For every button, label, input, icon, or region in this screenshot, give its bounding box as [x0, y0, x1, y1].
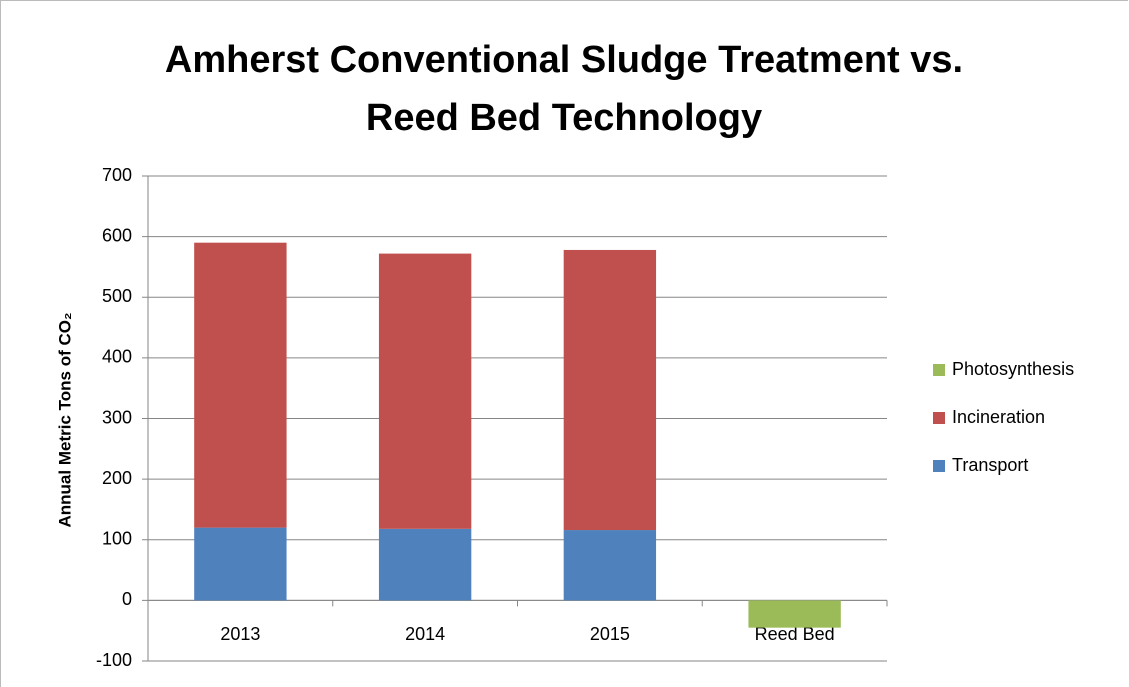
bar-segment: [194, 527, 287, 601]
bar-segment: [563, 249, 657, 531]
y-tick-label: 700: [102, 165, 132, 185]
legend-swatch: [933, 412, 945, 424]
legend-label: Photosynthesis: [952, 359, 1074, 379]
legend-swatch: [933, 364, 945, 376]
y-tick-label: 200: [102, 468, 132, 488]
bar-segment: [563, 530, 657, 601]
bar-segment: [748, 600, 841, 628]
y-tick-label: 600: [102, 225, 132, 245]
bar-segment: [378, 528, 472, 601]
x-tick-label: Reed Bed: [755, 624, 835, 644]
y-axis-label: Annual Metric Tons of CO₂: [55, 312, 74, 527]
y-tick-label: 300: [102, 407, 132, 427]
y-tick-label: 500: [102, 286, 132, 306]
legend-label: Transport: [952, 455, 1028, 475]
y-tick-label: -100: [96, 650, 132, 670]
y-tick-label: 100: [102, 529, 132, 549]
bar-segment: [194, 242, 287, 528]
chart-title: Amherst Conventional Sludge Treatment vs…: [164, 39, 964, 139]
x-tick-label: 2015: [590, 624, 630, 644]
x-tick-label: 2013: [220, 624, 260, 644]
y-tick-label: 0: [122, 589, 132, 609]
bar-segment: [378, 253, 472, 529]
legend-label: Incineration: [952, 407, 1045, 427]
legend-swatch: [933, 460, 945, 472]
x-tick-label: 2014: [405, 624, 445, 644]
y-tick-label: 400: [102, 347, 132, 367]
